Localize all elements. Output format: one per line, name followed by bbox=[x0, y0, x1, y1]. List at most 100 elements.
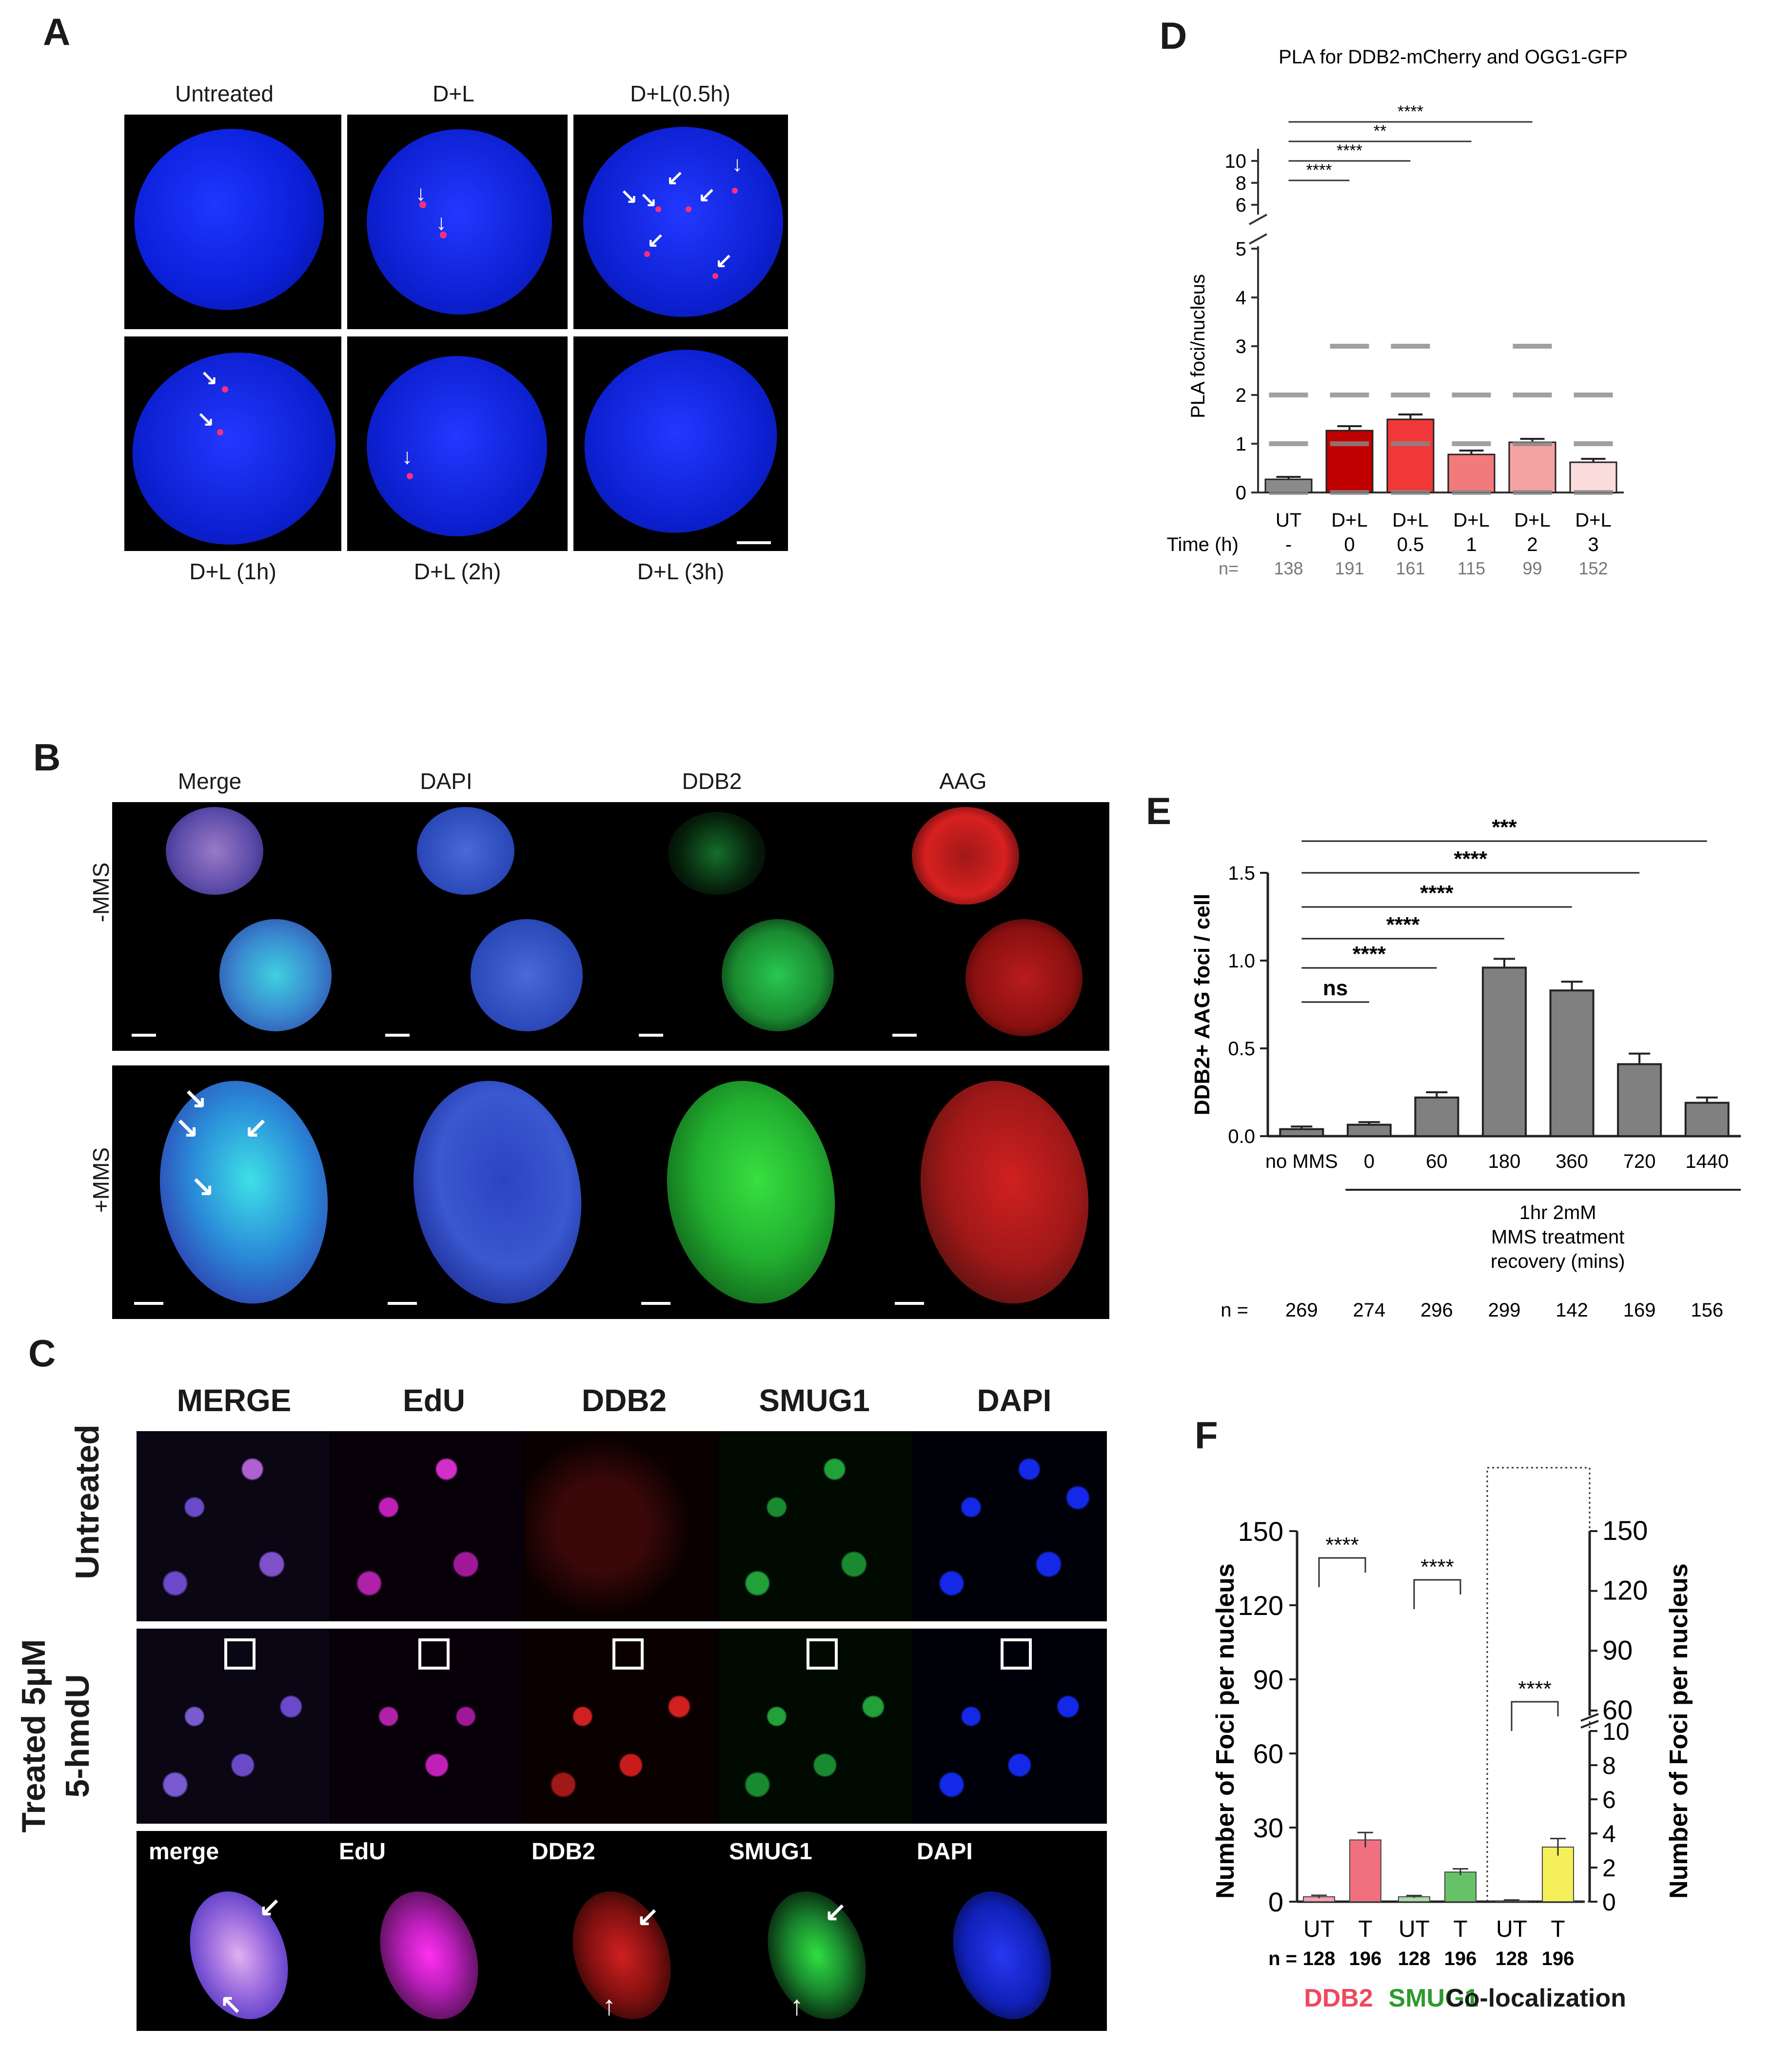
data-points bbox=[1330, 393, 1369, 397]
n-label: n= bbox=[1219, 558, 1239, 578]
micrograph-c-treated bbox=[137, 1629, 1107, 1824]
chart-d: PLA for DDB2-mCherry and OGG1-GFP 0 1 2 3 4 5 6… bbox=[1167, 46, 1628, 578]
n-value: 128 bbox=[1303, 1948, 1336, 1969]
x-tick-label: D+L bbox=[1575, 510, 1612, 531]
arrow-icon: ↓ bbox=[436, 211, 447, 235]
y-tick-label-right: 60 bbox=[1602, 1694, 1633, 1725]
panel-c-row-untreated: Untreated bbox=[69, 1424, 106, 1579]
micrograph-dl-3h bbox=[573, 336, 788, 551]
panel-c-col-dapi: DAPI bbox=[977, 1383, 1052, 1418]
panel-b-col-dapi: DAPI bbox=[420, 768, 473, 794]
y-tick-label-right: 4 bbox=[1602, 1820, 1616, 1848]
panel-c-row-5hmdu: 5-hmdU bbox=[59, 1674, 96, 1798]
x-tick-label: D+L bbox=[1514, 510, 1551, 531]
significance-label: ns bbox=[1323, 976, 1348, 1000]
bar bbox=[1279, 1128, 1324, 1137]
data-points bbox=[1452, 441, 1491, 446]
axis-break bbox=[1580, 1713, 1599, 1722]
x-tick-label: D+L bbox=[1331, 510, 1368, 531]
y-tick-label: 0 bbox=[1268, 1887, 1283, 1917]
arrow-icon: ↘ bbox=[183, 1083, 208, 1116]
data-points bbox=[1513, 441, 1552, 446]
micrograph-c-zoom: merge EdU DDB2 SMUG1 DAPI ↙ ↖ ↙ ↑ ↙ ↑ bbox=[137, 1831, 1107, 2031]
bar bbox=[1684, 1102, 1730, 1137]
x-tick-label: T bbox=[1358, 1916, 1372, 1942]
data-points bbox=[1391, 441, 1430, 446]
arrow-icon: ↘ bbox=[620, 185, 638, 209]
zoom-box bbox=[807, 1638, 838, 1670]
x-tick-label: UT bbox=[1276, 510, 1301, 531]
n-value: 138 bbox=[1274, 558, 1303, 578]
panel-a-label-dl-3h: D+L (3h) bbox=[637, 559, 725, 584]
n-value: 196 bbox=[1444, 1948, 1477, 1969]
zoom-box bbox=[418, 1638, 450, 1670]
arrow-icon: ↙ bbox=[258, 1892, 281, 1923]
y-tick-label: 10 bbox=[1225, 151, 1247, 172]
zoom-label-merge: merge bbox=[149, 1839, 219, 1865]
x-tick-label: 0 bbox=[1364, 1151, 1375, 1172]
arrow-icon: ↓ bbox=[402, 445, 413, 469]
bar bbox=[1386, 418, 1435, 493]
group-label: SMUG1 bbox=[1389, 1984, 1479, 2012]
bar bbox=[1346, 1123, 1392, 1137]
arrow-icon: ↙ bbox=[244, 1112, 269, 1145]
bar bbox=[1447, 453, 1496, 493]
y-tick-label: 1.0 bbox=[1228, 950, 1255, 972]
y-axis-label-right: Number of Foci per nucleus bbox=[1665, 1563, 1693, 1899]
arrow-icon: ↙ bbox=[715, 250, 733, 274]
arrow-icon: ↘ bbox=[175, 1112, 199, 1145]
panel-b-col-merge: Merge bbox=[177, 768, 242, 794]
panel-a-label-dl-2h: D+L (2h) bbox=[414, 559, 501, 584]
time-value: 0 bbox=[1344, 534, 1355, 555]
arrow-icon: ↘ bbox=[200, 367, 218, 391]
bar bbox=[1444, 1871, 1477, 1903]
bar bbox=[1508, 441, 1556, 493]
y-tick-label: 6 bbox=[1236, 195, 1246, 216]
panel-label-c: C bbox=[28, 1332, 56, 1375]
x-tick-label: D+L bbox=[1453, 510, 1490, 531]
x-axis-label: recovery (mins) bbox=[1491, 1251, 1625, 1272]
zoom-label-dapi: DAPI bbox=[917, 1839, 973, 1865]
bar bbox=[1617, 1063, 1662, 1138]
n-label: n = bbox=[1268, 1948, 1297, 1969]
axis-break bbox=[1249, 214, 1267, 225]
n-value: 99 bbox=[1522, 558, 1542, 578]
y-tick-label-right: 120 bbox=[1602, 1575, 1648, 1606]
data-points bbox=[1330, 441, 1369, 446]
n-value: 152 bbox=[1578, 558, 1608, 578]
arrow-icon: ↙ bbox=[698, 184, 716, 208]
x-tick-label: 1440 bbox=[1685, 1151, 1729, 1172]
x-tick-label: T bbox=[1453, 1916, 1467, 1942]
significance-label: **** bbox=[1337, 141, 1362, 160]
significance-bracket bbox=[1318, 1557, 1366, 1587]
data-points bbox=[1574, 393, 1613, 397]
data-points bbox=[1269, 490, 1308, 495]
micrograph-dl-2h: ↓ bbox=[347, 336, 568, 551]
n-value: 128 bbox=[1398, 1948, 1431, 1969]
time-value: 1 bbox=[1466, 534, 1477, 555]
n-value: 156 bbox=[1691, 1299, 1723, 1321]
arrow-icon: ↙ bbox=[666, 167, 684, 191]
n-value: 161 bbox=[1396, 558, 1425, 578]
data-points bbox=[1513, 393, 1552, 397]
micrograph-untreated bbox=[124, 115, 341, 329]
chart-f: 0 30 60 90 120 150 Number of Foci per nucleus 0… bbox=[1211, 1467, 1693, 2012]
n-value: 196 bbox=[1349, 1948, 1382, 1969]
y-tick-label: 60 bbox=[1253, 1738, 1283, 1769]
significance-bracket bbox=[1413, 1579, 1461, 1609]
data-points bbox=[1391, 344, 1430, 349]
pla-focus bbox=[419, 201, 426, 208]
significance-label: **** bbox=[1306, 161, 1332, 179]
panel-label-d: D bbox=[1160, 14, 1187, 57]
significance-label: **** bbox=[1325, 1533, 1359, 1557]
panel-b-col-aag: AAG bbox=[939, 768, 987, 794]
axis-break bbox=[1580, 1720, 1599, 1729]
y-tick-label: 120 bbox=[1238, 1590, 1283, 1621]
scale-bar bbox=[737, 541, 771, 544]
panel-a-label-untreated: Untreated bbox=[175, 81, 274, 106]
y-axis-label-left: Number of Foci per nucleus bbox=[1211, 1563, 1240, 1899]
y-tick-label-right: 150 bbox=[1602, 1515, 1648, 1546]
n-value: 142 bbox=[1556, 1299, 1588, 1321]
chart-e: 0.0 0.5 1.0 1.5 DDB2+ AAG foci / cell no MMS 2… bbox=[1190, 815, 1741, 1321]
x-tick-label: D+L bbox=[1392, 510, 1429, 531]
